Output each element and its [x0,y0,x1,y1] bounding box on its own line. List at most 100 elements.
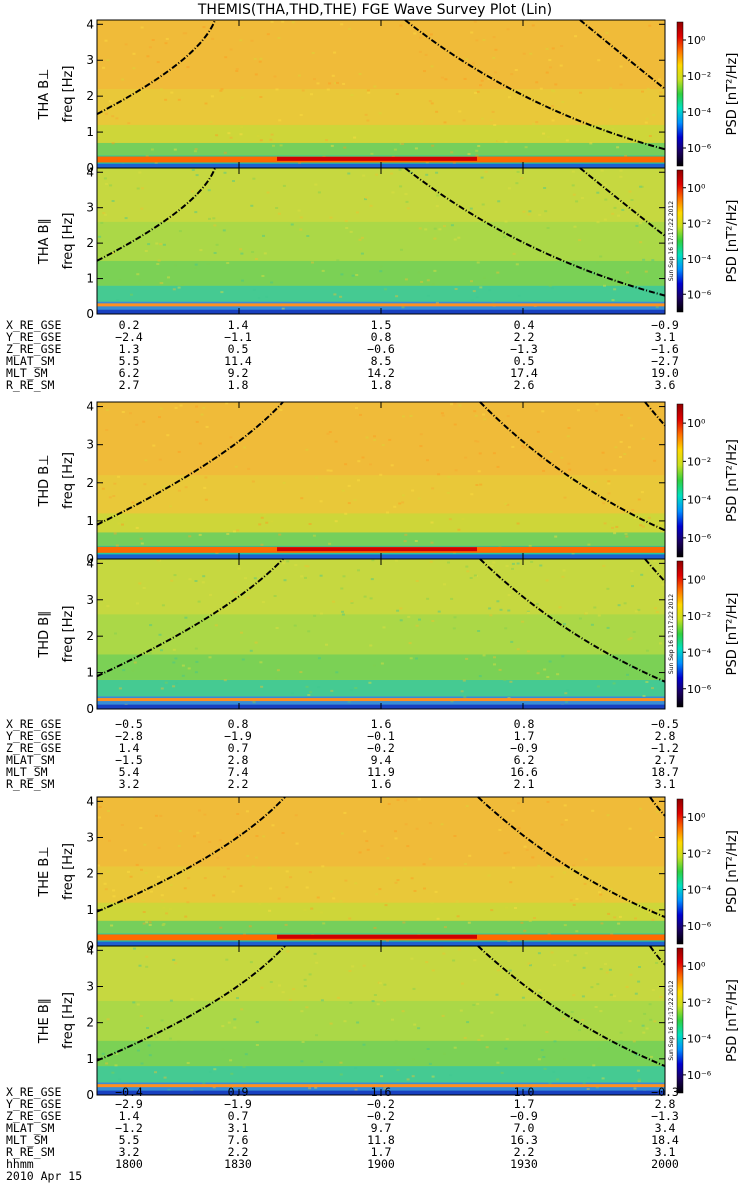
y-tick-label: 3 [86,53,94,67]
spectral-pixel [601,900,605,903]
spectral-pixel [610,888,614,891]
spectral-pixel [511,445,515,448]
spectral-pixel [122,519,126,522]
spectral-pixel [599,893,603,896]
spectral-pixel [162,923,166,925]
spectral-pixel [595,1086,599,1089]
orbit-value: −1.5 [115,753,143,767]
spectral-pixel [297,209,301,212]
y-axis-label: freq [Hz] [61,452,76,509]
spectral-pixel [344,463,348,466]
spectral-pixel [415,580,419,582]
spectral-pixel [188,535,192,538]
gyrofrequency-curve [579,19,666,90]
orbit-row-label: Z_RE_GSE [6,342,61,356]
orbit-value: 5.4 [119,765,140,779]
spectral-band [97,1066,665,1083]
spectral-pixel [320,999,324,1002]
spectral-pixel [194,263,198,266]
spectral-pixel [655,306,659,309]
spectral-pixel [507,609,511,612]
spectral-pixel [109,184,113,187]
spectral-pixel [317,191,321,194]
spectral-pixel [360,252,364,255]
orbit-row-label: Z_RE_GSE [6,741,61,755]
orbit-value: 1.4 [119,1109,140,1123]
colorbar [676,169,684,313]
spectral-pixel [619,83,623,86]
spectral-pixel [437,610,441,613]
spectral-pixel [488,607,492,610]
spectral-pixel [394,830,397,833]
orbit-value: −0.1 [367,729,395,743]
orbit-row-label: X_RE_GSE [6,318,61,332]
spectral-pixel [362,964,366,967]
spectral-pixel [423,70,426,73]
spectral-pixel [211,37,215,40]
spectral-pixel [483,276,486,279]
spectral-pixel [426,597,430,600]
spectral-pixel [350,94,354,97]
spectral-pixel [364,198,367,201]
spectral-pixel [407,615,411,618]
spectral-pixel [532,123,535,125]
spectral-band [97,902,665,921]
spectral-pixel [159,282,163,285]
spectral-pixel [332,897,336,900]
spectral-pixel [433,269,437,272]
spectral-pixel [463,1036,467,1039]
spectral-pixel [253,57,257,60]
spectral-pixel [204,476,208,479]
y-axis-label: freq [Hz] [61,213,76,270]
spectral-pixel [659,642,663,645]
orbit-row-label: MLT_SM [6,765,48,779]
spectral-pixel [262,513,266,516]
spectral-pixel [319,574,323,577]
spectral-pixel [600,169,604,172]
spectral-pixel [634,992,638,995]
spectral-pixel [469,207,473,210]
spectral-pixel [647,516,651,519]
spectral-pixel [531,24,535,27]
spectral-pixel [314,1086,318,1089]
spectral-pixel [311,261,314,264]
orbit-value: −1.9 [224,729,252,743]
spectral-pixel [258,60,262,63]
spectral-pixel [349,1001,353,1004]
spectral-pixel [353,499,357,501]
spectral-pixel [112,889,116,892]
spectral-pixel [409,171,413,174]
spectral-pixel [138,171,142,174]
spectral-pixel [129,412,132,415]
spectral-pixel [618,915,622,918]
spectral-pixel [188,867,192,869]
spectral-pixel [504,140,508,143]
spectral-pixel [198,442,202,445]
spectral-pixel [590,623,594,626]
gyrofrequency-curve [649,796,666,817]
spectral-pixel [651,989,655,991]
spectral-pixel [648,1003,652,1006]
spectral-pixel [648,24,652,27]
spectral-pixel [618,201,622,204]
spectral-pixel [221,1048,225,1051]
spectral-pixel [460,690,464,693]
spectral-pixel [111,1071,115,1074]
spectral-pixel [195,420,199,423]
spectral-pixel [286,950,290,953]
spectral-pixel [599,1010,603,1013]
spectral-pixel [157,259,161,262]
spectral-pixel [208,656,212,659]
spectral-pixel [132,67,136,70]
orbit-value: 17.4 [510,366,538,380]
orbit-value: 2.7 [655,753,676,767]
spectral-pixel [105,408,109,411]
spectral-pixel [226,533,230,535]
spectral-pixel [177,1040,181,1043]
spectral-pixel [172,288,176,291]
gyrofrequency-curve [644,558,666,583]
gyrofrequency-curve [644,401,666,427]
spectral-pixel [343,811,347,814]
spectral-pixel [584,952,588,955]
spectral-pixel [386,939,389,942]
